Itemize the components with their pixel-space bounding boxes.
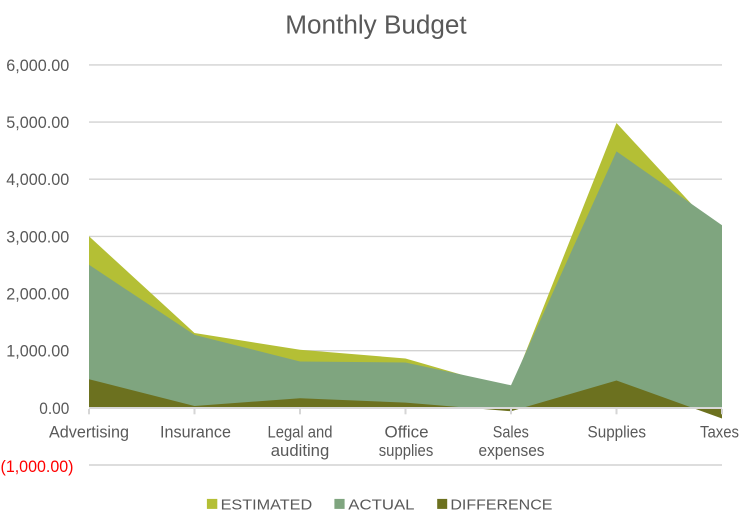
svg-text:Sales: Sales (493, 422, 529, 441)
svg-text:3,000.00: 3,000.00 (6, 227, 69, 246)
svg-text:Legal and: Legal and (268, 422, 333, 441)
svg-text:expenses: expenses (479, 441, 545, 460)
svg-text:Supplies: Supplies (588, 422, 647, 441)
svg-text:(1,000.00): (1,000.00) (1, 457, 74, 476)
svg-text:Office: Office (385, 422, 429, 441)
svg-text:Monthly Budget: Monthly Budget (285, 11, 466, 39)
svg-text:5,000.00: 5,000.00 (6, 113, 69, 132)
svg-text:ACTUAL: ACTUAL (348, 497, 414, 513)
svg-text:1,000.00: 1,000.00 (6, 342, 69, 361)
svg-text:DIFFERENCE: DIFFERENCE (450, 497, 552, 513)
svg-text:supplies: supplies (379, 441, 434, 460)
svg-text:6,000.00: 6,000.00 (6, 56, 69, 75)
svg-text:ESTIMATED: ESTIMATED (221, 497, 313, 513)
svg-text:auditing: auditing (271, 441, 330, 460)
svg-text:Taxes: Taxes (700, 422, 739, 441)
svg-text:2,000.00: 2,000.00 (6, 285, 69, 304)
svg-text:0.00: 0.00 (39, 399, 69, 418)
svg-text:Insurance: Insurance (160, 422, 231, 441)
svg-text:4,000.00: 4,000.00 (6, 170, 69, 189)
svg-text:Advertising: Advertising (49, 422, 129, 441)
